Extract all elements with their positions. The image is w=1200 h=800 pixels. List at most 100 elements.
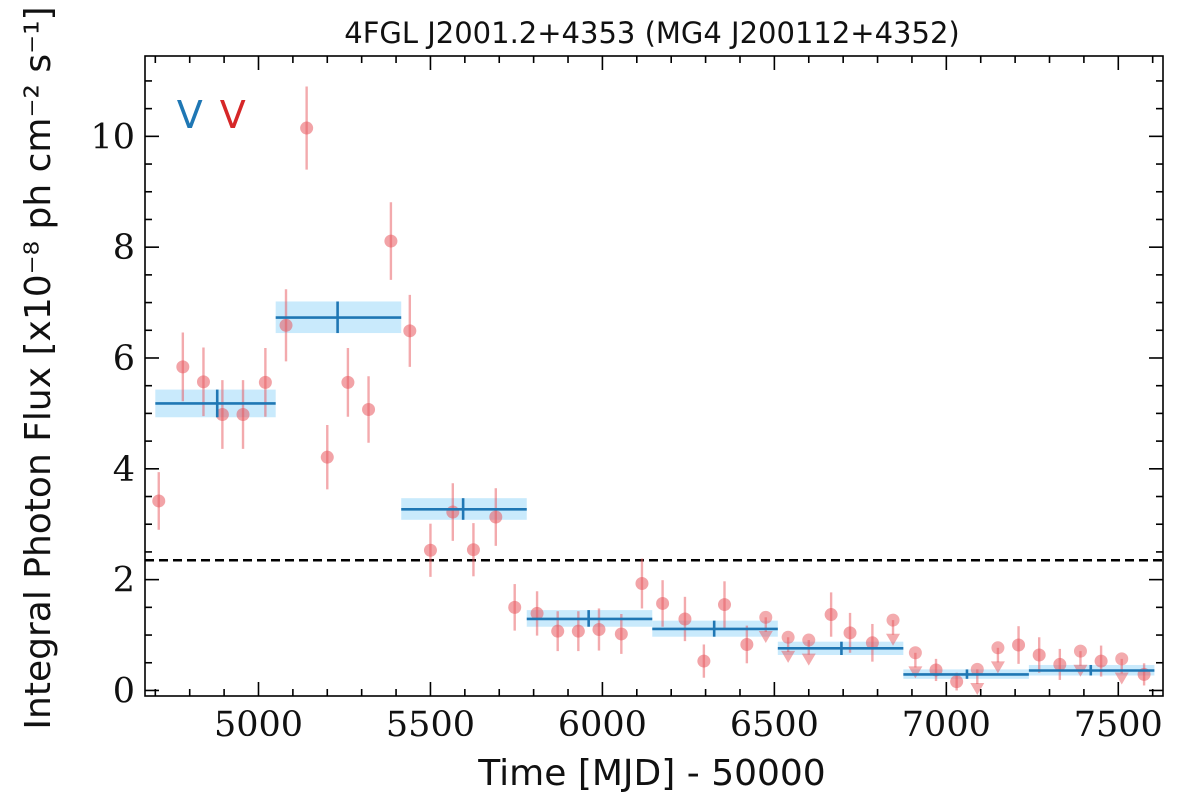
flux-point-31 [801,633,816,666]
flux-point-33 [843,612,857,653]
y-tick-label: 4 [113,450,135,490]
point-marker-4 [236,408,250,422]
upper-limit-arrow-30 [781,650,796,663]
flux-point-11 [384,202,398,280]
tick-labels: 5000 5500 6000 6500 7000 7500 0 2 4 6 8 10 [90,117,1162,745]
upper-limit-marker-36 [908,646,922,660]
flux-point-43 [1053,648,1067,680]
point-marker-2 [196,375,210,389]
x-tick-label: 5500 [386,705,475,745]
y-tick-label: 10 [90,117,135,157]
point-marker-20 [571,624,585,638]
flux-point-9 [341,348,355,417]
chart-title: 4FGL J2001.2+4353 (MG4 J200112+4352) [344,16,959,50]
point-marker-13 [423,543,437,557]
upper-limit-marker-31 [802,633,816,647]
point-marker-17 [508,600,522,614]
upper-limit-arrow-36 [908,666,923,679]
point-marker-28 [740,637,754,651]
flux-point-17 [508,584,522,631]
flux-point-7 [300,86,314,170]
point-marker-24 [656,596,670,610]
x-tick-label: 6000 [558,705,647,745]
point-marker-41 [1012,638,1026,652]
y-tick-label: 8 [113,228,135,268]
point-marker-21 [592,623,606,637]
point-marker-33 [843,626,857,640]
upper-limit-marker-35 [886,613,900,627]
point-marker-42 [1032,648,1046,662]
flux-point-0 [152,472,166,530]
flux-point-10 [362,376,376,443]
flux-point-14 [446,483,460,541]
upper-limit-arrow-29 [758,630,773,643]
point-marker-18 [530,606,544,620]
x-axis-label: Time [MJD] - 50000 [477,753,825,794]
binned-flux-lines [155,301,1155,679]
flux-point-36 [908,646,923,679]
point-marker-12 [403,324,417,338]
flux-point-13 [423,523,437,577]
upper-limit-arrow-39 [970,683,985,696]
upper-limit-marker-39 [970,662,984,676]
point-marker-10 [362,403,376,417]
point-marker-34 [865,636,879,650]
upper-limit-arrow-40 [990,661,1005,674]
upper-limit-arrow-46 [1114,672,1129,685]
upper-limit-marker-40 [991,641,1005,655]
flux-point-35 [886,613,901,646]
upper-limit-marker-29 [759,610,773,624]
flux-point-4 [236,380,250,449]
point-marker-27 [718,598,732,612]
y-axis-label: Integral Photon Flux [x10⁻⁸ ph cm⁻² s⁻¹] [18,6,59,729]
point-marker-7 [300,121,314,135]
flux-point-40 [990,641,1005,674]
flux-point-16 [489,488,503,546]
point-marker-1 [176,360,190,374]
y-tick-label: 2 [113,561,135,601]
upper-limit-arrow-31 [801,653,816,666]
flux-point-24 [656,580,670,627]
plot-frame [144,55,1164,697]
point-marker-25 [678,612,692,626]
flux-point-41 [1012,626,1026,664]
flux-point-27 [718,581,732,628]
flux-point-26 [697,644,711,678]
point-marker-45 [1094,654,1108,668]
flux-point-8 [320,425,334,490]
point-marker-32 [824,608,838,622]
flux-point-18 [530,591,544,636]
point-marker-14 [446,505,460,519]
x-tick-label: 7500 [1074,705,1163,745]
flux-point-15 [466,523,480,577]
flux-point-34 [865,623,879,662]
point-marker-16 [489,510,503,524]
flux-point-28 [740,625,754,664]
flux-point-32 [824,592,838,637]
point-marker-11 [384,234,398,248]
point-marker-38 [950,675,964,689]
variability-marker-0: V [177,93,203,137]
point-marker-15 [466,543,480,557]
flux-point-39 [970,662,985,696]
flux-point-6 [279,289,293,362]
point-marker-19 [551,624,565,638]
flux-point-42 [1032,637,1046,673]
point-marker-23 [635,577,649,591]
x-tick-label: 5000 [214,705,303,745]
binned-flux-bands [155,301,1155,679]
axis-ticks [145,56,1163,696]
point-marker-22 [614,627,628,641]
flux-point-46 [1114,652,1129,685]
point-marker-0 [152,494,166,508]
point-marker-9 [341,375,355,389]
y-tick-label: 0 [113,671,135,711]
upper-limit-marker-46 [1115,652,1129,666]
x-tick-label: 7000 [902,705,991,745]
point-marker-3 [215,408,229,422]
upper-limit-marker-44 [1073,644,1087,658]
flux-point-30 [781,630,796,663]
flux-point-22 [614,613,628,654]
y-tick-label: 6 [113,339,135,379]
